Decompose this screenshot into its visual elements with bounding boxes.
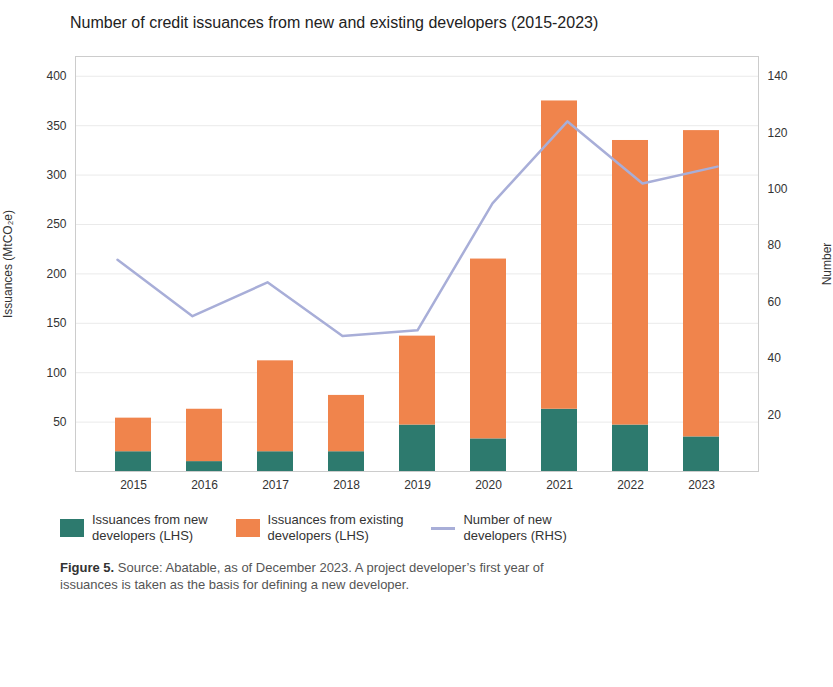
svg-text:140: 140 (768, 69, 788, 83)
html-text:Figure 5. Source: Abatable, as: Figure 5. Source: Abatable, as of Decemb… (60, 559, 544, 592)
svg-text:60: 60 (768, 295, 782, 309)
svg-text:Number: Number (820, 243, 833, 286)
svg-text:350: 350 (46, 119, 66, 133)
svg-text:2021: 2021 (546, 478, 573, 492)
svg-text:100: 100 (46, 366, 66, 380)
svg-text:2019: 2019 (404, 478, 431, 492)
svg-text:2022: 2022 (617, 478, 644, 492)
svg-text:2015: 2015 (120, 478, 147, 492)
svg-text:Issuances (MtCO₂e): Issuances (MtCO₂e) (1, 210, 15, 318)
svg-text:2020: 2020 (475, 478, 502, 492)
svg-text:150: 150 (46, 316, 66, 330)
svg-text:100: 100 (768, 182, 788, 196)
svg-text:2023: 2023 (688, 478, 715, 492)
svg-text:2016: 2016 (191, 478, 218, 492)
svg-text:2018: 2018 (333, 478, 360, 492)
svg-text:40: 40 (768, 351, 782, 365)
svg-text:120: 120 (768, 126, 788, 140)
svg-text:50: 50 (53, 415, 67, 429)
svg-text:400: 400 (46, 69, 66, 83)
html-text:Issuances from new developers: Issuances from new developers (LHS) (92, 512, 208, 544)
svg-text:200: 200 (46, 267, 66, 281)
svg-text:250: 250 (46, 217, 66, 231)
svg-text:2017: 2017 (262, 478, 289, 492)
svg-text:80: 80 (768, 238, 782, 252)
html-text:Number of credit issuances fro: Number of credit issuances from new and … (70, 14, 599, 31)
html-text:Number of new developers (RHS): Number of new developers (RHS) (463, 512, 567, 544)
svg-text:300: 300 (46, 168, 66, 182)
html-text:Issuances from existing develo: Issuances from existing developers (LHS) (267, 512, 404, 544)
svg-text:20: 20 (768, 408, 782, 422)
